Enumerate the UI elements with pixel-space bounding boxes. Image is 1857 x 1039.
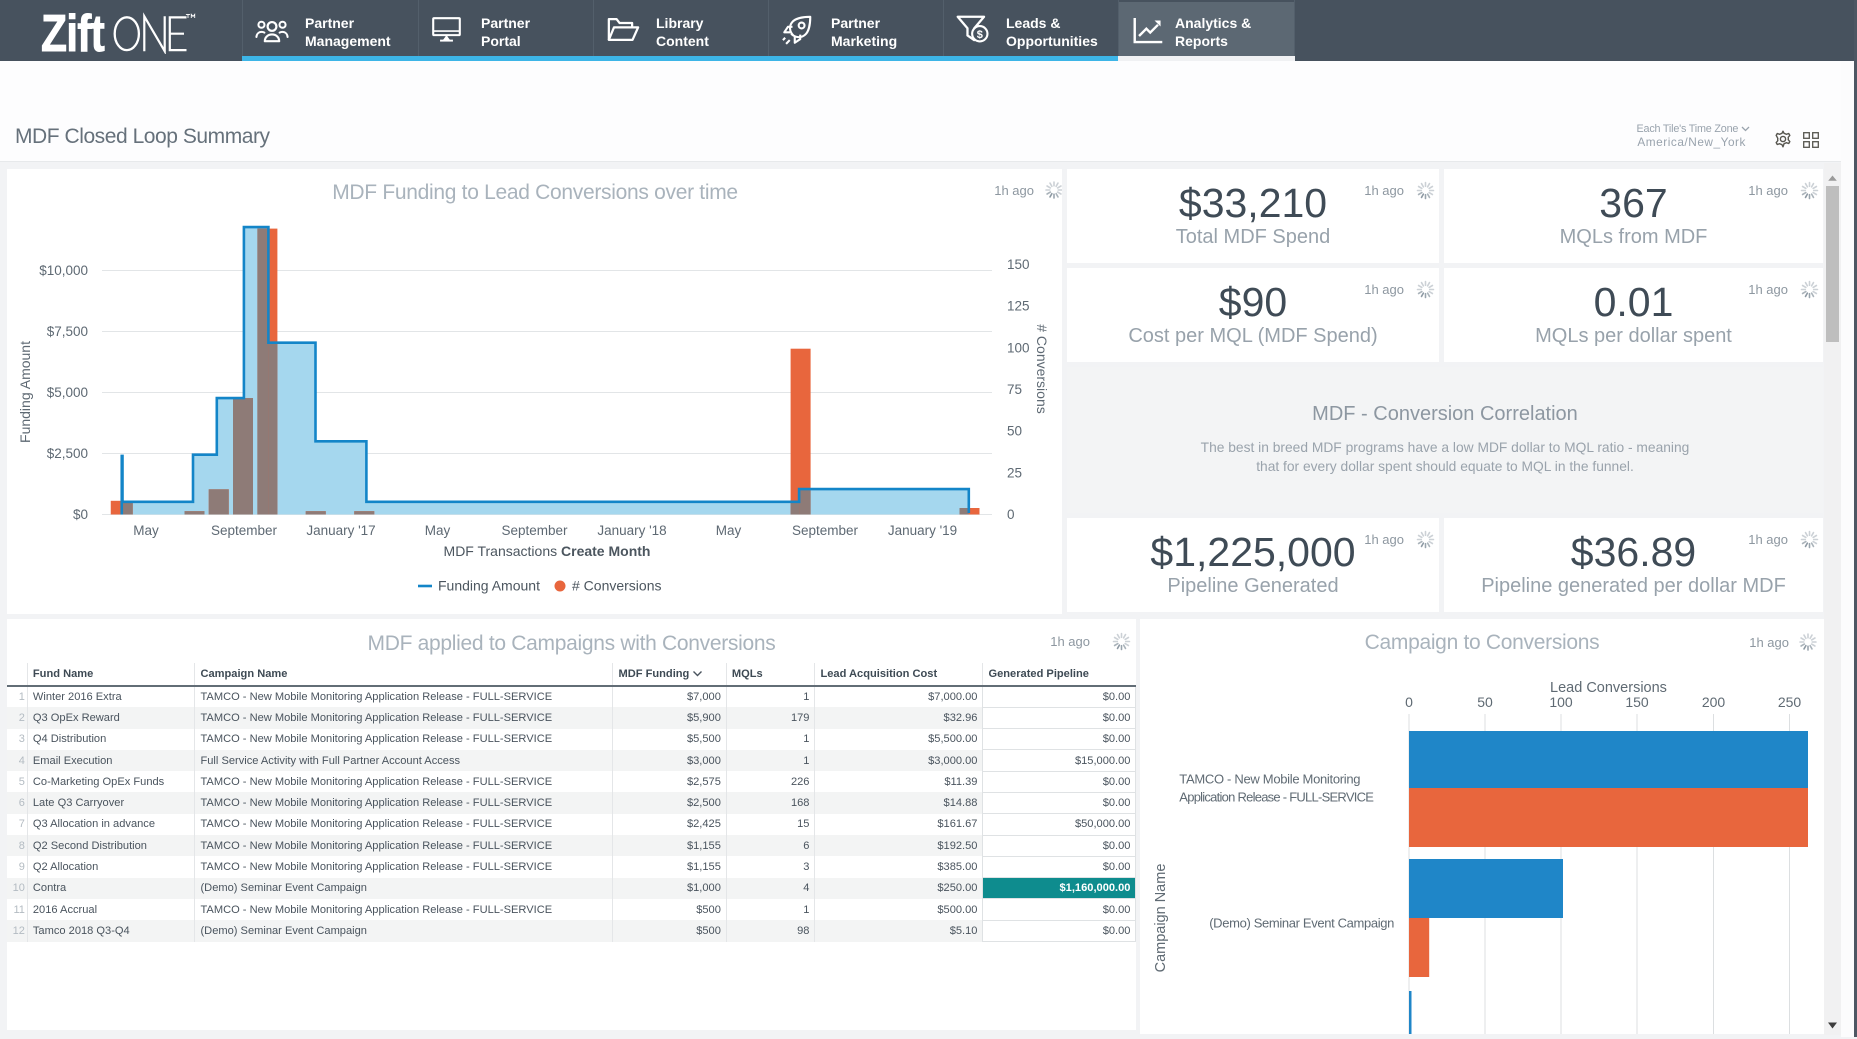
svg-text:Funding Amount: Funding Amount — [438, 578, 540, 594]
svg-text:Funding Amount: Funding Amount — [17, 341, 33, 443]
svg-text:1h ago: 1h ago — [1749, 635, 1789, 650]
svg-text:May: May — [133, 523, 159, 538]
svg-text:$2,500: $2,500 — [47, 446, 88, 461]
svg-text:$0: $0 — [73, 507, 88, 522]
svg-text:250: 250 — [1778, 694, 1802, 710]
svg-text:Campaign to Conversions: Campaign to Conversions — [1365, 631, 1600, 654]
svg-text:150: 150 — [1625, 694, 1649, 710]
svg-text:25: 25 — [1007, 465, 1022, 480]
svg-text:$: $ — [977, 29, 983, 41]
svg-text:Zift: Zift — [41, 8, 105, 54]
svg-text:$10,000: $10,000 — [39, 263, 88, 278]
svg-text:125: 125 — [1007, 299, 1030, 314]
svg-text:1h ago: 1h ago — [994, 183, 1034, 198]
svg-text:100: 100 — [1007, 340, 1030, 355]
svg-text:September: September — [792, 523, 859, 538]
svg-text:0: 0 — [1405, 694, 1413, 710]
svg-text:Campaign Name: Campaign Name — [1153, 864, 1169, 973]
svg-text:TAMCO - New Mobile Monitoring: TAMCO - New Mobile Monitoring — [1179, 772, 1360, 787]
svg-text:May: May — [425, 523, 451, 538]
svg-text:Application Release - FULL-SER: Application Release - FULL-SERVICE — [1179, 790, 1374, 805]
svg-text:(Demo) Seminar Event Campaign: (Demo) Seminar Event Campaign — [1209, 916, 1394, 931]
svg-text:January '17: January '17 — [306, 523, 375, 538]
svg-text:# Conversions: # Conversions — [1034, 324, 1050, 414]
svg-text:September: September — [501, 523, 568, 538]
svg-text:$5,000: $5,000 — [47, 385, 88, 400]
svg-text:150: 150 — [1007, 257, 1030, 272]
svg-text:January '19: January '19 — [888, 523, 957, 538]
svg-text:January '18: January '18 — [597, 523, 666, 538]
svg-text:$7,500: $7,500 — [47, 324, 88, 339]
svg-text:0: 0 — [1007, 507, 1015, 522]
svg-text:MDF Transactions Create Month: MDF Transactions Create Month — [444, 543, 651, 559]
svg-text:September: September — [211, 523, 278, 538]
svg-text:May: May — [716, 523, 742, 538]
svg-text:50: 50 — [1007, 424, 1022, 439]
svg-text:Lead Conversions: Lead Conversions — [1550, 680, 1667, 696]
svg-text:100: 100 — [1549, 694, 1573, 710]
svg-text:75: 75 — [1007, 382, 1022, 397]
svg-text:200: 200 — [1702, 694, 1726, 710]
svg-text:50: 50 — [1477, 694, 1493, 710]
svg-text:# Conversions: # Conversions — [572, 578, 662, 594]
svg-text:MDF Funding to Lead Conversion: MDF Funding to Lead Conversions over tim… — [332, 181, 738, 204]
